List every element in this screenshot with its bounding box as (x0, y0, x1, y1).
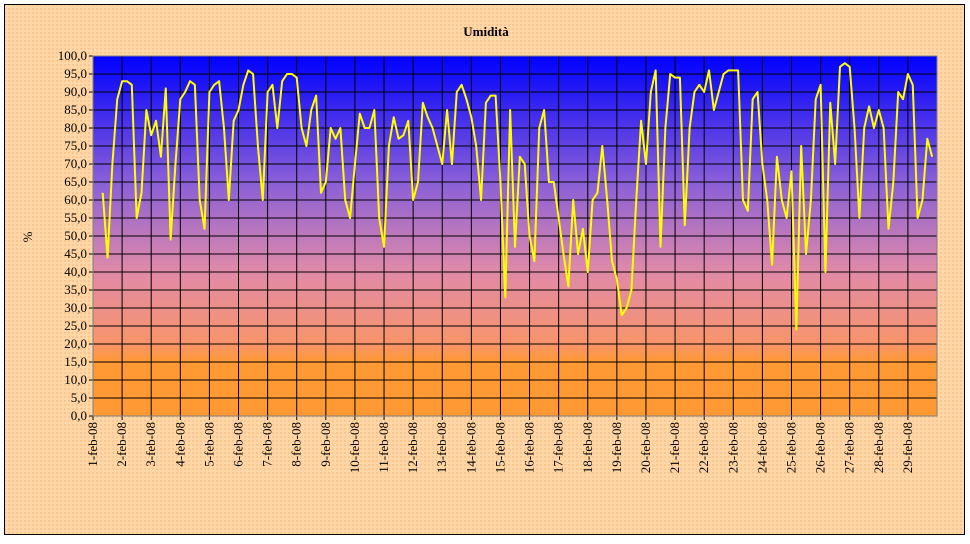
x-tick-label: 6-feb-08 (231, 422, 246, 467)
y-tick-label: 50,0 (64, 228, 87, 243)
y-tick-label: 75,0 (64, 138, 87, 153)
y-tick-label: 80,0 (64, 120, 87, 135)
x-tick-label: 27-feb-08 (842, 422, 857, 473)
y-tick-label: 95,0 (64, 66, 87, 81)
x-tick-label: 3-feb-08 (143, 422, 158, 467)
x-tick-label: 9-feb-08 (318, 422, 333, 467)
x-tick-label: 11-feb-08 (376, 422, 391, 473)
x-tick-label: 7-feb-08 (260, 422, 275, 467)
y-tick-label: 55,0 (64, 210, 87, 225)
x-tick-label: 13-feb-08 (434, 422, 449, 473)
x-tick-label: 25-feb-08 (783, 422, 798, 473)
y-tick-label: 60,0 (64, 192, 87, 207)
y-tick-label: 0,0 (71, 408, 87, 423)
y-tick-label: 100,0 (58, 48, 87, 63)
x-tick-label: 26-feb-08 (813, 422, 828, 473)
y-tick-label: 90,0 (64, 84, 87, 99)
x-tick-label: 21-feb-08 (667, 422, 682, 473)
x-tick-label: 12-feb-08 (405, 422, 420, 473)
x-tick-label: 17-feb-08 (551, 422, 566, 473)
y-tick-label: 65,0 (64, 174, 87, 189)
chart-title: Umidità (463, 24, 509, 39)
x-tick-label: 29-feb-08 (900, 422, 915, 473)
y-tick-label: 85,0 (64, 102, 87, 117)
y-tick-label: 40,0 (64, 264, 87, 279)
x-tick-label: 8-feb-08 (289, 422, 304, 467)
y-tick-label: 35,0 (64, 282, 87, 297)
y-tick-label: 10,0 (64, 372, 87, 387)
x-tick-label: 14-feb-08 (463, 422, 478, 473)
x-tick-label: 16-feb-08 (522, 422, 537, 473)
x-tick-label: 20-feb-08 (638, 422, 653, 473)
x-tick-label: 10-feb-08 (347, 422, 362, 473)
y-tick-label: 15,0 (64, 354, 87, 369)
x-tick-label: 18-feb-08 (580, 422, 595, 473)
x-tick-label: 23-feb-08 (725, 422, 740, 473)
y-tick-label: 25,0 (64, 318, 87, 333)
plot-border (92, 55, 938, 417)
x-tick-label: 1-feb-08 (85, 422, 100, 467)
humidity-line (101, 62, 934, 331)
y-tick-label: 30,0 (64, 300, 87, 315)
y-tick-label: 20,0 (64, 336, 87, 351)
y-tick-label: 5,0 (71, 390, 87, 405)
x-tick-label: 28-feb-08 (871, 422, 886, 473)
x-tick-label: 5-feb-08 (201, 422, 216, 467)
x-tick-label: 2-feb-08 (114, 422, 129, 467)
x-tick-label: 24-feb-08 (754, 422, 769, 473)
y-tick-label: 45,0 (64, 246, 87, 261)
x-tick-label: 22-feb-08 (696, 422, 711, 473)
y-tick-label: 70,0 (64, 156, 87, 171)
x-tick-label: 4-feb-08 (172, 422, 187, 467)
y-axis-label: % (20, 231, 35, 242)
x-tick-label: 15-feb-08 (492, 422, 507, 473)
x-tick-label: 19-feb-08 (609, 422, 624, 473)
